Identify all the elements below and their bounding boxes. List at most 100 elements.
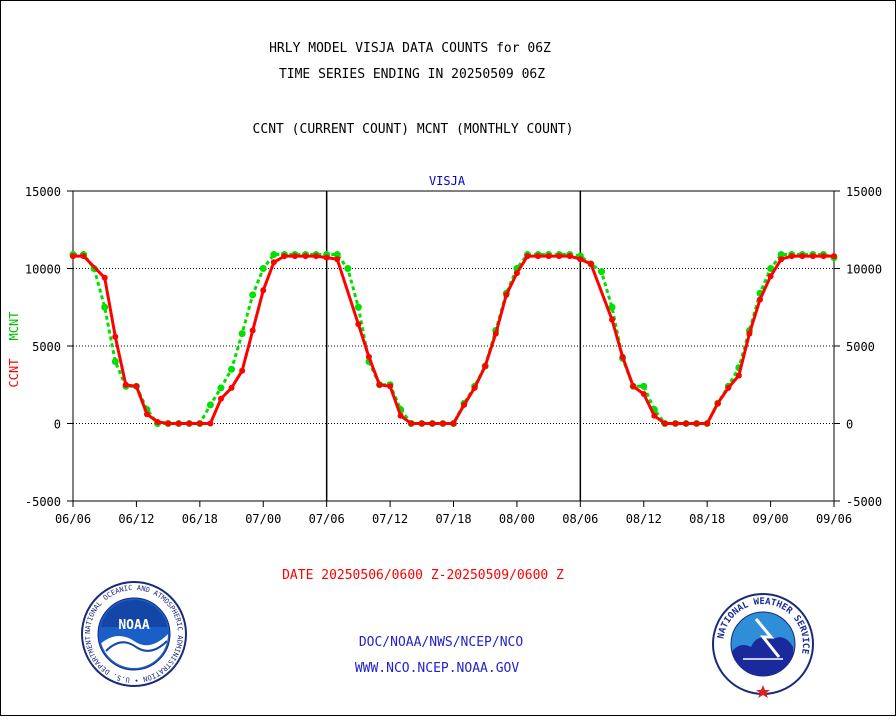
data-point-ccnt (313, 253, 320, 260)
website-link[interactable]: WWW.NCO.NCEP.NOAA.GOV (355, 661, 520, 676)
y-ticks-left: -5000 0 5000 10000 15000 (25, 185, 73, 509)
noaa-logo: NOAA NATIONAL OCEANIC AND ATMOSPHERIC AD… (0, 0, 187, 687)
data-point-ccnt (450, 420, 457, 427)
data-point-ccnt (186, 420, 193, 427)
data-point-ccnt (630, 383, 637, 390)
data-point-mcnt (228, 365, 236, 373)
data-point-ccnt (101, 274, 108, 281)
nws-logo: NATIONAL WEATHER SERVICE (712, 593, 814, 698)
data-point-mcnt (777, 251, 785, 259)
data-point-ccnt (725, 384, 732, 391)
y-axis-label-ccnt: CCNT (7, 359, 21, 388)
data-point-mcnt (767, 265, 775, 272)
data-point-mcnt (333, 251, 341, 259)
data-point-ccnt (809, 253, 816, 260)
data-point-mcnt (608, 303, 616, 311)
noaa-logo-text: NOAA (118, 618, 149, 633)
x-tick-label: 09/00 (753, 512, 789, 526)
x-tick-label: 07/06 (309, 512, 345, 526)
data-point-ccnt (387, 383, 394, 390)
data-point-ccnt (482, 363, 489, 370)
x-tick-label: 07/00 (245, 512, 281, 526)
y-tick-label-right: 15000 (846, 185, 882, 199)
data-point-ccnt (80, 253, 87, 260)
y-tick-label-right: -5000 (846, 495, 882, 509)
data-point-ccnt (281, 253, 288, 260)
y-tick-label-left: 15000 (25, 185, 61, 199)
y-tick-label-right: 0 (846, 418, 853, 432)
x-tick-label: 08/06 (562, 512, 598, 526)
y-tick-label-left: 5000 (32, 340, 61, 354)
data-point-mcnt (597, 268, 605, 276)
data-point-ccnt (757, 296, 764, 303)
data-point-ccnt (418, 420, 425, 427)
data-point-mcnt (270, 251, 278, 259)
data-point-ccnt (429, 420, 436, 427)
data-point-ccnt (661, 420, 668, 427)
series-mcnt (69, 251, 838, 427)
data-point-ccnt (397, 412, 404, 419)
data-point-ccnt (778, 256, 785, 263)
data-point-ccnt (556, 253, 563, 260)
data-point-mcnt (101, 303, 109, 311)
data-point-ccnt (799, 253, 806, 260)
data-point-ccnt (693, 420, 700, 427)
data-point-ccnt (535, 253, 542, 260)
x-tick-label: 08/18 (689, 512, 725, 526)
plot-title: VISJA (429, 174, 466, 188)
data-point-mcnt (206, 401, 214, 409)
y-tick-label-right: 10000 (846, 263, 882, 277)
data-point-ccnt (196, 420, 203, 427)
data-point-ccnt (376, 381, 383, 388)
chart-title-line2: TIME SERIES ENDING IN 20250509 06Z (279, 67, 545, 82)
org-path-link[interactable]: DOC/NOAA/NWS/NCEP/NCO (359, 635, 524, 650)
data-point-ccnt (302, 253, 309, 260)
y-axis-label-mcnt: MCNT (7, 312, 21, 341)
data-point-mcnt (111, 358, 119, 365)
data-point-mcnt (354, 303, 362, 311)
data-point-ccnt (651, 412, 658, 419)
svg-text:NATIONAL OCEANIC AND ATMOSPHER: NATIONAL OCEANIC AND ATMOSPHERIC ADMINIS… (1, 1, 184, 684)
data-point-ccnt (587, 260, 594, 267)
data-point-ccnt (249, 327, 256, 334)
data-point-mcnt (640, 382, 648, 390)
data-point-ccnt (714, 400, 721, 407)
data-point-ccnt (365, 353, 372, 360)
data-point-ccnt (609, 316, 616, 323)
data-point-ccnt (735, 372, 742, 379)
data-point-ccnt (788, 253, 795, 260)
legend-line: CCNT (CURRENT COUNT) MCNT (MONTHLY COUNT… (253, 122, 574, 137)
x-tick-label: 09/06 (816, 512, 852, 526)
data-point-ccnt (239, 367, 246, 374)
data-point-ccnt (70, 253, 76, 260)
data-point-ccnt (619, 353, 626, 360)
data-point-ccnt (577, 256, 584, 263)
x-tick-label: 06/06 (55, 512, 91, 526)
data-point-ccnt (746, 330, 753, 337)
data-point-ccnt (355, 321, 362, 328)
chart-title-line1: HRLY MODEL VISJA DATA COUNTS for 06Z (269, 41, 551, 56)
data-point-ccnt (228, 384, 235, 391)
data-point-mcnt (238, 330, 246, 338)
data-point-ccnt (683, 420, 690, 427)
data-point-ccnt (175, 420, 182, 427)
data-point-ccnt (133, 383, 140, 390)
x-tick-label: 07/12 (372, 512, 408, 526)
data-point-ccnt (640, 391, 647, 398)
x-tick-label: 07/18 (435, 512, 471, 526)
data-point-ccnt (408, 420, 415, 427)
data-point-ccnt (545, 253, 552, 260)
x-tick-label: 08/12 (626, 512, 662, 526)
data-point-ccnt (513, 270, 520, 277)
data-point-ccnt (323, 254, 330, 261)
data-point-ccnt (767, 273, 774, 280)
y-tick-label-right: 5000 (846, 340, 875, 354)
data-point-ccnt (492, 330, 499, 337)
data-point-ccnt (820, 253, 827, 260)
data-point-ccnt (831, 253, 837, 260)
series-line-ccnt (73, 254, 834, 425)
data-point-ccnt (270, 259, 277, 266)
y-ticks-right: -5000 0 5000 10000 15000 (834, 185, 882, 509)
data-point-ccnt (704, 420, 711, 427)
